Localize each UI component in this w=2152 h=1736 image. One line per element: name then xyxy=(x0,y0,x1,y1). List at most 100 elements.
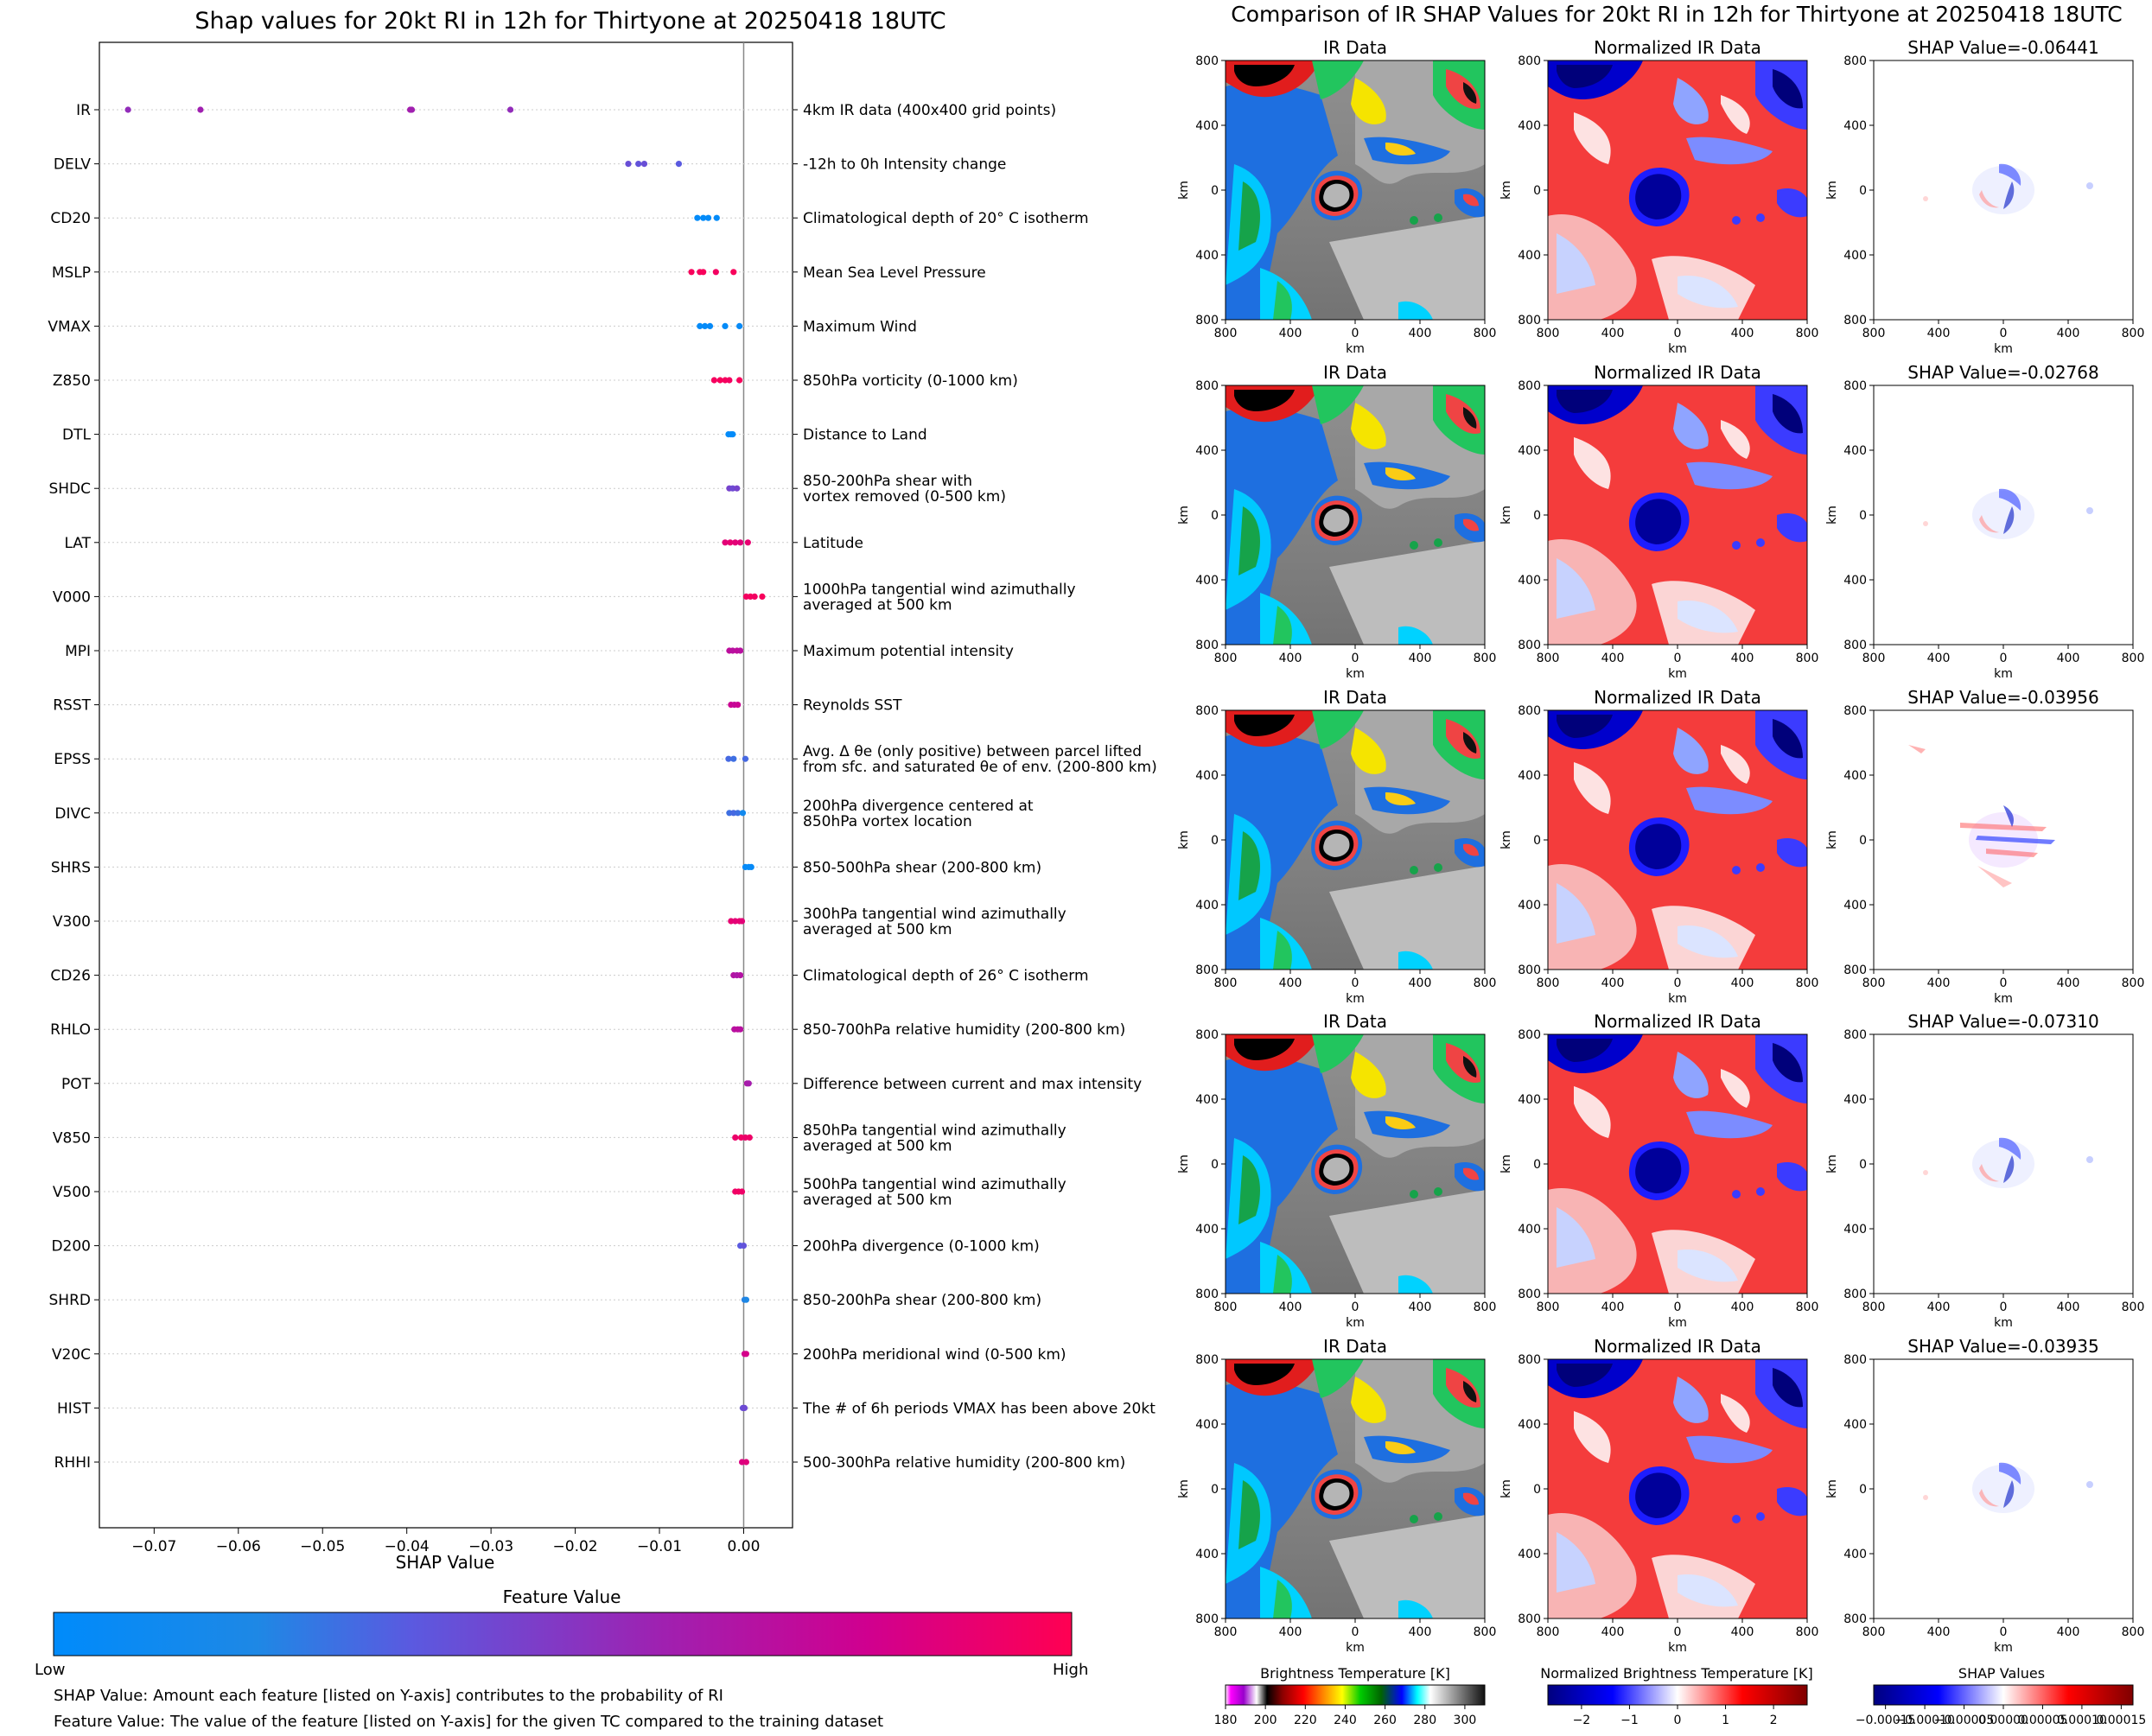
shap-point xyxy=(700,214,707,221)
feature-description-label: Maximum potential intensity xyxy=(803,643,1014,660)
panel-x-tick-label: 800 xyxy=(1214,327,1238,340)
shap-point xyxy=(722,322,729,329)
shap-point xyxy=(730,269,737,276)
panel-y-tick-label: 400 xyxy=(1843,119,1867,133)
panel-x-tick-label: 400 xyxy=(1409,327,1432,340)
panel-y-axis-label: km xyxy=(1825,181,1839,200)
shap-value-panel-title: SHAP Value=-0.07310 xyxy=(1907,1011,2098,1032)
shap-point xyxy=(748,863,754,871)
panel-x-tick-label: 400 xyxy=(2057,652,2080,665)
colorbar-tick-label: 220 xyxy=(1294,1714,1317,1727)
panel-y-tick-label: 400 xyxy=(1518,899,1541,913)
panel-x-tick-label: 400 xyxy=(1927,327,1951,340)
panel-y-tick-label: 400 xyxy=(1195,574,1219,588)
shap-point xyxy=(700,269,707,276)
feature-value-colorbar xyxy=(53,1612,1073,1657)
shap-point xyxy=(727,539,734,546)
panel-y-tick-label: 800 xyxy=(1518,639,1541,652)
ir-image xyxy=(1226,1359,1485,1618)
panel-title: IR Data xyxy=(1323,362,1387,383)
panel-x-tick-label: 800 xyxy=(1862,327,1886,340)
colorbar-tick-label: 0 xyxy=(1674,1714,1682,1727)
colorbar-tick-label: 280 xyxy=(1413,1714,1436,1727)
ir-image xyxy=(1226,1034,1485,1294)
colorbar-tick-label: 0.00005 xyxy=(2018,1714,2068,1727)
shap-point xyxy=(736,647,744,654)
panel-y-tick-label: 800 xyxy=(1843,314,1867,327)
panel-y-tick-label: 800 xyxy=(1518,1288,1541,1301)
panel-x-tick-label: 800 xyxy=(1537,327,1560,340)
feature-name-label: DTL xyxy=(62,427,91,444)
note-feature-value: Feature Value: The value of the feature … xyxy=(54,1713,883,1731)
panel-x-tick-label: 800 xyxy=(1537,976,1560,990)
panel-y-tick-label: 400 xyxy=(1518,1093,1541,1107)
panel-y-tick-label: 0 xyxy=(1859,1483,1867,1497)
panel-x-axis-label: km xyxy=(1994,667,2013,681)
colorbar-tick-label: −0.00010 xyxy=(1894,1714,1955,1727)
shap-point xyxy=(740,1243,748,1250)
panel-x-axis-label: km xyxy=(1668,342,1687,356)
shap-point xyxy=(625,161,632,168)
panel-x-tick-label: 800 xyxy=(1796,1625,1819,1639)
colorbar-tick-label: −2 xyxy=(1573,1714,1591,1727)
panel-x-tick-label: 400 xyxy=(1731,1300,1754,1314)
feature-name-label: SHRS xyxy=(51,859,91,876)
feature-description-label: 200hPa divergence (0-1000 km) xyxy=(803,1238,1040,1256)
panel-y-axis-label: km xyxy=(1499,1479,1513,1498)
normalized-ir-image xyxy=(1548,60,1807,320)
panel-y-tick-label: 800 xyxy=(1843,963,1867,977)
shap-colorbar-label: SHAP Values xyxy=(1958,1665,2045,1682)
panel-y-tick-label: 0 xyxy=(1211,1483,1219,1497)
x-tick-label: −0.04 xyxy=(385,1538,430,1555)
panel-x-tick-label: 400 xyxy=(1279,1625,1302,1639)
feature-description-label: Avg. Δ θe (only positive) between parcel… xyxy=(803,743,1142,760)
shap-point xyxy=(739,810,747,817)
panel-y-tick-label: 800 xyxy=(1518,1028,1541,1042)
x-tick-label: −0.02 xyxy=(553,1538,598,1555)
feature-description-label: averaged at 500 km xyxy=(803,1192,952,1209)
panel-y-axis-label: km xyxy=(1177,1154,1191,1173)
shap-point xyxy=(732,1134,739,1141)
panel-x-tick-label: 800 xyxy=(1537,652,1560,665)
panel-y-tick-label: 800 xyxy=(1518,704,1541,718)
panel-x-tick-label: 800 xyxy=(1474,327,1497,340)
normalized-ir-image xyxy=(1548,385,1807,645)
shap-point xyxy=(712,269,719,276)
panel-title: IR Data xyxy=(1323,1011,1387,1032)
panel-x-axis-label: km xyxy=(1668,1641,1687,1655)
feature-name-label: D200 xyxy=(51,1238,91,1256)
panel-x-tick-label: 400 xyxy=(1601,652,1625,665)
normalized-ir-image xyxy=(1548,710,1807,970)
colorbar-tick-label: 180 xyxy=(1214,1714,1238,1727)
panel-x-tick-label: 800 xyxy=(1796,1300,1819,1314)
shap-plot-title: Shap values for 20kt RI in 12h for Thirt… xyxy=(194,8,945,35)
panel-x-tick-label: 400 xyxy=(1731,327,1754,340)
shap-point xyxy=(729,431,736,438)
panel-y-tick-label: 0 xyxy=(1859,834,1867,848)
panel-title: Normalized IR Data xyxy=(1594,687,1761,708)
panel-y-tick-label: 0 xyxy=(1211,184,1219,198)
panel-x-tick-label: 400 xyxy=(1731,1625,1754,1639)
feature-name-label: V850 xyxy=(53,1129,91,1147)
panel-y-tick-label: 0 xyxy=(1533,834,1541,848)
panel-x-axis-label: km xyxy=(1346,1316,1365,1330)
feature-name-label: Z850 xyxy=(53,372,91,390)
feature-description-label: 850hPa tangential wind azimuthally xyxy=(803,1122,1066,1139)
shap-point xyxy=(675,161,683,168)
panel-x-tick-label: 400 xyxy=(1927,652,1951,665)
x-tick-label: −0.06 xyxy=(216,1538,261,1555)
panel-y-tick-label: 800 xyxy=(1518,314,1541,327)
shap-point xyxy=(732,539,739,546)
shap-point xyxy=(124,106,131,113)
panel-y-tick-label: 800 xyxy=(1195,639,1219,652)
shap-point xyxy=(713,214,720,221)
shap-summary-plot: IR 4km IR data (400x400 grid points) DELV -… xyxy=(48,41,1157,1555)
feature-name-label: VMAX xyxy=(48,318,91,335)
panel-x-tick-label: 400 xyxy=(1927,1300,1951,1314)
panel-y-tick-label: 400 xyxy=(1195,1548,1219,1561)
panel-x-tick-label: 800 xyxy=(1862,1300,1886,1314)
shap-point xyxy=(746,1134,753,1141)
panel-y-tick-label: 400 xyxy=(1843,249,1867,263)
norm-colorbar-label: Normalized Brightness Temperature [K] xyxy=(1540,1665,1813,1682)
